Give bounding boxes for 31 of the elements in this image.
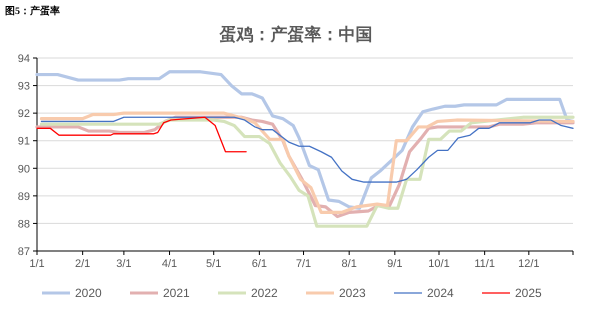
legend-label: 2023 <box>339 286 366 300</box>
legend-label: 2020 <box>75 286 102 300</box>
x-tick-label: 4/1 <box>162 258 178 270</box>
legend-label: 2025 <box>515 286 542 300</box>
x-tick-label: 5/1 <box>206 258 222 270</box>
line-series <box>40 116 574 183</box>
x-tick-label: 9/1 <box>387 258 402 270</box>
x-tick-label: 12/1 <box>518 258 540 270</box>
line-series <box>36 116 247 152</box>
chart-title: 蛋鸡：产蛋率：中国 <box>218 25 372 44</box>
y-tick-label: 89 <box>18 190 30 203</box>
x-tick-label: 6/1 <box>252 258 267 270</box>
y-tick-label: 94 <box>18 53 30 65</box>
x-tick-label: 7/1 <box>296 258 312 270</box>
y-tick-label: 88 <box>18 218 30 230</box>
legend-label: 2021 <box>163 286 190 300</box>
y-tick-label: 91 <box>18 136 30 148</box>
x-tick-label: 2/1 <box>75 258 90 270</box>
x-tick-label: 1/1 <box>29 258 45 270</box>
x-tick-label: 8/1 <box>342 258 357 270</box>
x-tick-label: 11/1 <box>474 258 495 270</box>
legend-label: 2024 <box>427 286 454 300</box>
caption: 图5：产蛋率 <box>5 5 60 17</box>
line-series <box>35 70 575 210</box>
y-tick-label: 87 <box>18 246 30 258</box>
y-tick-label: 90 <box>18 163 30 176</box>
y-tick-label: 92 <box>18 108 30 120</box>
x-tick-label: 3/1 <box>116 258 132 270</box>
legend-label: 2022 <box>251 286 278 300</box>
y-tick-label: 93 <box>18 80 30 93</box>
x-tick-label: 10/1 <box>428 258 450 270</box>
